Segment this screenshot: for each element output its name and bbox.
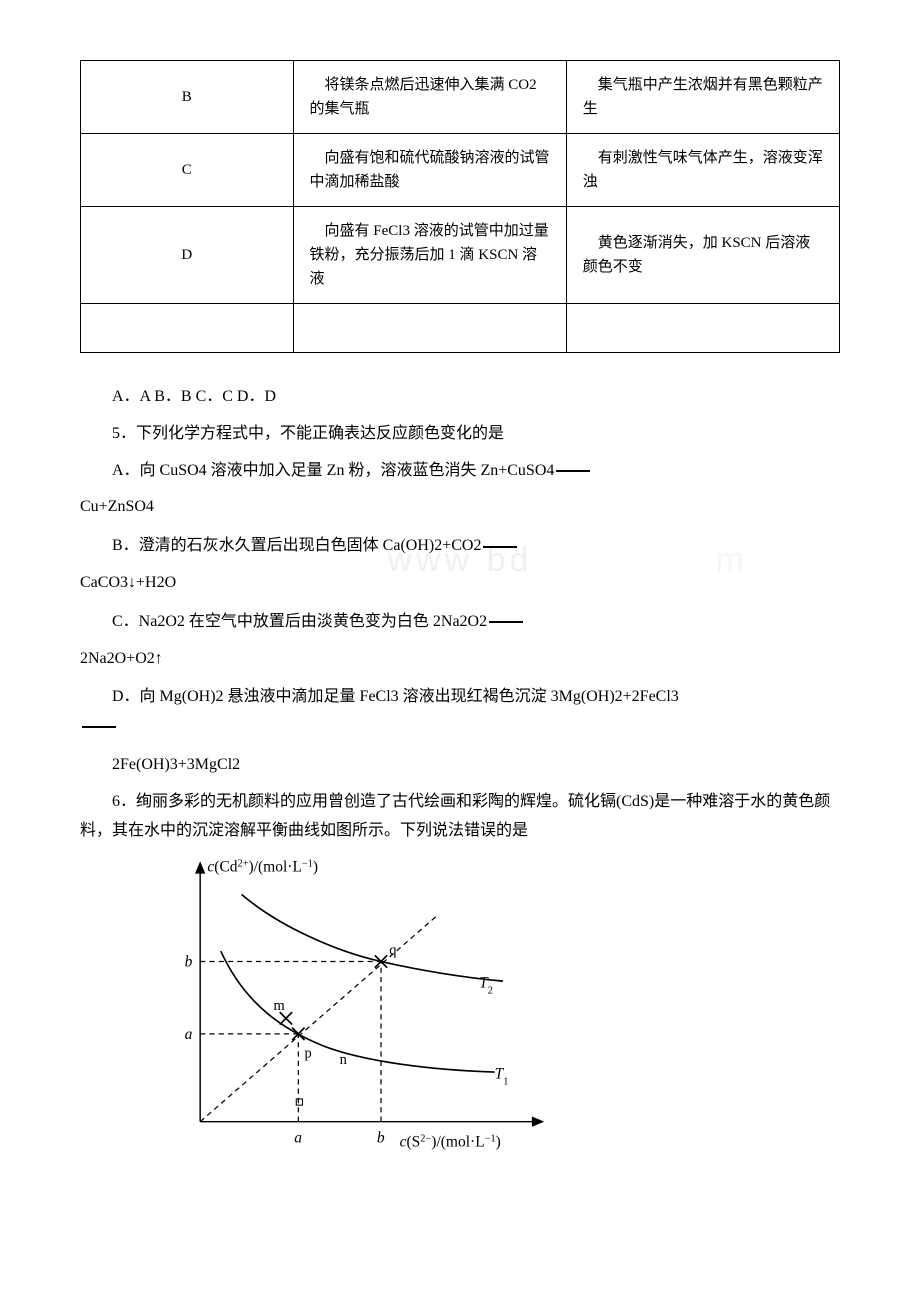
row-operation: 向盛有饱和硫代硫酸钠溶液的试管中滴加稀盐酸: [293, 134, 566, 207]
row-label: C: [81, 134, 294, 207]
q5-option-B-line1: B．澄清的石灰水久置后出现白色固体 Ca(OH)2+CO2: [80, 532, 840, 561]
watermark-wrapper: www bd m B．澄清的石灰水久置后出现白色固体 Ca(OH)2+CO2: [80, 532, 840, 561]
solubility-chart: c(Cd2+)/(mol·L−1) c(S2−)/(mol·L−1) a b a…: [140, 853, 560, 1163]
diagonal-dashed: [200, 915, 438, 1122]
point-n-label: n: [340, 1052, 347, 1068]
y-tick-b: b: [185, 954, 193, 971]
q5-option-D-bar: [80, 712, 840, 741]
row-empty-cell: [566, 304, 839, 353]
x-tick-a: a: [294, 1130, 302, 1147]
row-operation: 将镁条点燃后迅速伸入集满 CO2 的集气瓶: [293, 61, 566, 134]
equation-bar-icon: [489, 621, 523, 623]
row-operation: 向盛有 FeCl3 溶液的试管中加过量铁粉，充分振荡后加 1 滴 KSCN 溶液: [293, 207, 566, 304]
table-row-B: B 将镁条点燃后迅速伸入集满 CO2 的集气瓶 集气瓶中产生浓烟并有黑色颗粒产生: [81, 61, 840, 134]
q5-stem: 5．下列化学方程式中，不能正确表达反应颜色变化的是: [80, 420, 840, 449]
curve-T2: [242, 895, 503, 982]
curve-T1: [221, 952, 495, 1073]
curve-T2-label: T2: [479, 975, 493, 997]
point-q: [375, 956, 387, 968]
equation-bar-icon: [82, 726, 116, 728]
experiment-table: B 将镁条点燃后迅速伸入集满 CO2 的集气瓶 集气瓶中产生浓烟并有黑色颗粒产生…: [80, 60, 840, 353]
row-label: D: [81, 207, 294, 304]
table-row-empty: [81, 304, 840, 353]
q5-option-C-line2: 2Na2O+O2↑: [80, 645, 840, 674]
small-square-icon: [296, 1099, 302, 1105]
row-label: B: [81, 61, 294, 134]
q5-option-A-line2: Cu+ZnSO4: [80, 493, 840, 522]
row-phenomenon: 有刺激性气味气体产生，溶液变浑浊: [566, 134, 839, 207]
equation-bar-icon: [483, 546, 517, 548]
q5-C1-text: C．Na2O2 在空气中放置后由淡黄色变为白色 2Na2O2: [112, 613, 487, 630]
table-row-C: C 向盛有饱和硫代硫酸钠溶液的试管中滴加稀盐酸 有刺激性气味气体产生，溶液变浑浊: [81, 134, 840, 207]
table-row-D: D 向盛有 FeCl3 溶液的试管中加过量铁粉，充分振荡后加 1 滴 KSCN …: [81, 207, 840, 304]
q5-A1-text: A．向 CuSO4 溶液中加入足量 Zn 粉，溶液蓝色消失 Zn+CuSO4: [112, 462, 554, 479]
point-q-label: q: [389, 943, 396, 959]
q4-options: A．A B．B C．C D．D: [80, 383, 840, 412]
row-phenomenon: 黄色逐渐消失，加 KSCN 后溶液颜色不变: [566, 207, 839, 304]
x-tick-b: b: [377, 1130, 385, 1147]
curve-T1-label: T1: [495, 1066, 509, 1088]
q5-option-B-line2: CaCO3↓+H2O: [80, 569, 840, 598]
x-axis-label: c(S2−)/(mol·L−1): [400, 1133, 501, 1151]
point-m-label: m: [274, 998, 286, 1014]
chart-svg: c(Cd2+)/(mol·L−1) c(S2−)/(mol·L−1) a b a…: [140, 853, 560, 1163]
q5-option-A-line1: A．向 CuSO4 溶液中加入足量 Zn 粉，溶液蓝色消失 Zn+CuSO4: [80, 457, 840, 486]
equation-bar-icon: [556, 470, 590, 472]
q6-stem: 6．绚丽多彩的无机颜料的应用曾创造了古代绘画和彩陶的辉煌。硫化镉(CdS)是一种…: [80, 788, 840, 846]
row-empty-cell: [293, 304, 566, 353]
q5-option-D-line1: D．向 Mg(OH)2 悬浊液中滴加足量 FeCl3 溶液出现红褐色沉淀 3Mg…: [80, 683, 840, 712]
q5-option-D-line2: 2Fe(OH)3+3MgCl2: [80, 751, 840, 780]
q5-option-C-line1: C．Na2O2 在空气中放置后由淡黄色变为白色 2Na2O2: [80, 608, 840, 637]
y-tick-a: a: [185, 1026, 193, 1043]
q5-D1-text: D．向 Mg(OH)2 悬浊液中滴加足量 FeCl3 溶液出现红褐色沉淀 3Mg…: [112, 688, 679, 705]
row-phenomenon: 集气瓶中产生浓烟并有黑色颗粒产生: [566, 61, 839, 134]
point-p-label: p: [305, 1046, 312, 1062]
y-axis-label: c(Cd2+)/(mol·L−1): [207, 858, 318, 876]
row-empty-cell: [81, 304, 294, 353]
q5-B1-text: B．澄清的石灰水久置后出现白色固体 Ca(OH)2+CO2: [112, 537, 481, 554]
